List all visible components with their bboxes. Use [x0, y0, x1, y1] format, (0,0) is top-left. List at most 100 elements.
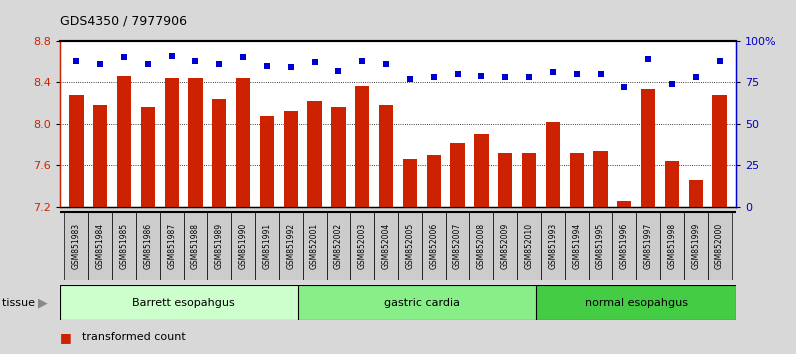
Bar: [446, 212, 470, 280]
Text: GSM852007: GSM852007: [453, 223, 462, 269]
Text: transformed count: transformed count: [82, 332, 185, 342]
Bar: [283, 112, 298, 207]
Text: GSM852003: GSM852003: [357, 223, 367, 269]
Text: GSM851989: GSM851989: [215, 223, 224, 269]
Text: GSM851986: GSM851986: [143, 223, 152, 269]
Point: [94, 61, 107, 67]
Bar: [136, 212, 160, 280]
Text: GSM852000: GSM852000: [715, 223, 724, 269]
Text: ▶: ▶: [38, 296, 48, 309]
Bar: [60, 285, 307, 320]
Point: [142, 61, 154, 67]
Bar: [541, 212, 565, 280]
Bar: [69, 95, 84, 207]
Point: [380, 61, 392, 67]
Bar: [298, 285, 546, 320]
Bar: [522, 153, 537, 207]
Point: [356, 58, 369, 63]
Bar: [259, 115, 274, 207]
Bar: [326, 212, 350, 280]
Text: GSM851999: GSM851999: [691, 223, 700, 269]
Point: [213, 61, 226, 67]
Text: tissue: tissue: [2, 298, 38, 308]
Bar: [403, 159, 417, 207]
Bar: [470, 212, 494, 280]
Text: GSM852006: GSM852006: [429, 223, 439, 269]
Point: [166, 53, 178, 58]
Text: gastric cardia: gastric cardia: [384, 298, 460, 308]
Point: [189, 58, 202, 63]
Bar: [307, 101, 322, 207]
Bar: [213, 99, 227, 207]
Bar: [398, 212, 422, 280]
Bar: [255, 212, 279, 280]
Bar: [593, 151, 607, 207]
Point: [475, 73, 488, 79]
Bar: [546, 122, 560, 207]
Point: [427, 74, 440, 80]
Text: ■: ■: [60, 331, 72, 344]
Text: GSM851985: GSM851985: [119, 223, 128, 269]
Bar: [537, 285, 736, 320]
Text: Barrett esopahgus: Barrett esopahgus: [132, 298, 235, 308]
Point: [618, 85, 630, 90]
Bar: [165, 78, 179, 207]
Bar: [350, 212, 374, 280]
Text: GDS4350 / 7977906: GDS4350 / 7977906: [60, 14, 187, 27]
Text: GSM851990: GSM851990: [239, 223, 248, 269]
Bar: [569, 153, 583, 207]
Bar: [236, 78, 250, 207]
Point: [70, 58, 83, 63]
Bar: [712, 95, 727, 207]
Point: [404, 76, 416, 82]
Bar: [612, 212, 636, 280]
Bar: [112, 212, 136, 280]
Text: GSM851983: GSM851983: [72, 223, 81, 269]
Bar: [517, 212, 541, 280]
Bar: [208, 212, 231, 280]
Text: GSM852005: GSM852005: [405, 223, 415, 269]
Bar: [689, 180, 703, 207]
Bar: [231, 212, 255, 280]
Bar: [565, 212, 588, 280]
Point: [523, 74, 536, 80]
Bar: [374, 212, 398, 280]
Bar: [93, 105, 107, 207]
Bar: [617, 201, 631, 207]
Bar: [379, 105, 393, 207]
Text: GSM852008: GSM852008: [477, 223, 486, 269]
Bar: [641, 88, 655, 207]
Text: GSM852010: GSM852010: [525, 223, 533, 269]
Bar: [355, 86, 369, 207]
Bar: [451, 143, 465, 207]
Text: GSM851992: GSM851992: [287, 223, 295, 269]
Bar: [141, 107, 155, 207]
Bar: [427, 155, 441, 207]
Point: [665, 81, 678, 87]
Point: [118, 55, 131, 60]
Text: GSM851993: GSM851993: [548, 223, 557, 269]
Text: ■: ■: [60, 353, 72, 354]
Bar: [636, 212, 660, 280]
Point: [713, 58, 726, 63]
Point: [236, 55, 249, 60]
Text: GSM851997: GSM851997: [644, 223, 653, 269]
Point: [547, 69, 560, 75]
Point: [642, 56, 654, 62]
Bar: [665, 161, 679, 207]
Bar: [498, 153, 513, 207]
Bar: [117, 76, 131, 207]
Text: GSM851994: GSM851994: [572, 223, 581, 269]
Text: GSM851998: GSM851998: [668, 223, 677, 269]
Bar: [474, 134, 489, 207]
Text: normal esopahgus: normal esopahgus: [585, 298, 688, 308]
Bar: [160, 212, 184, 280]
Bar: [331, 107, 345, 207]
Point: [332, 68, 345, 74]
Bar: [64, 212, 88, 280]
Bar: [588, 212, 612, 280]
Point: [451, 71, 464, 77]
Bar: [184, 212, 208, 280]
Bar: [708, 212, 732, 280]
Point: [570, 71, 583, 77]
